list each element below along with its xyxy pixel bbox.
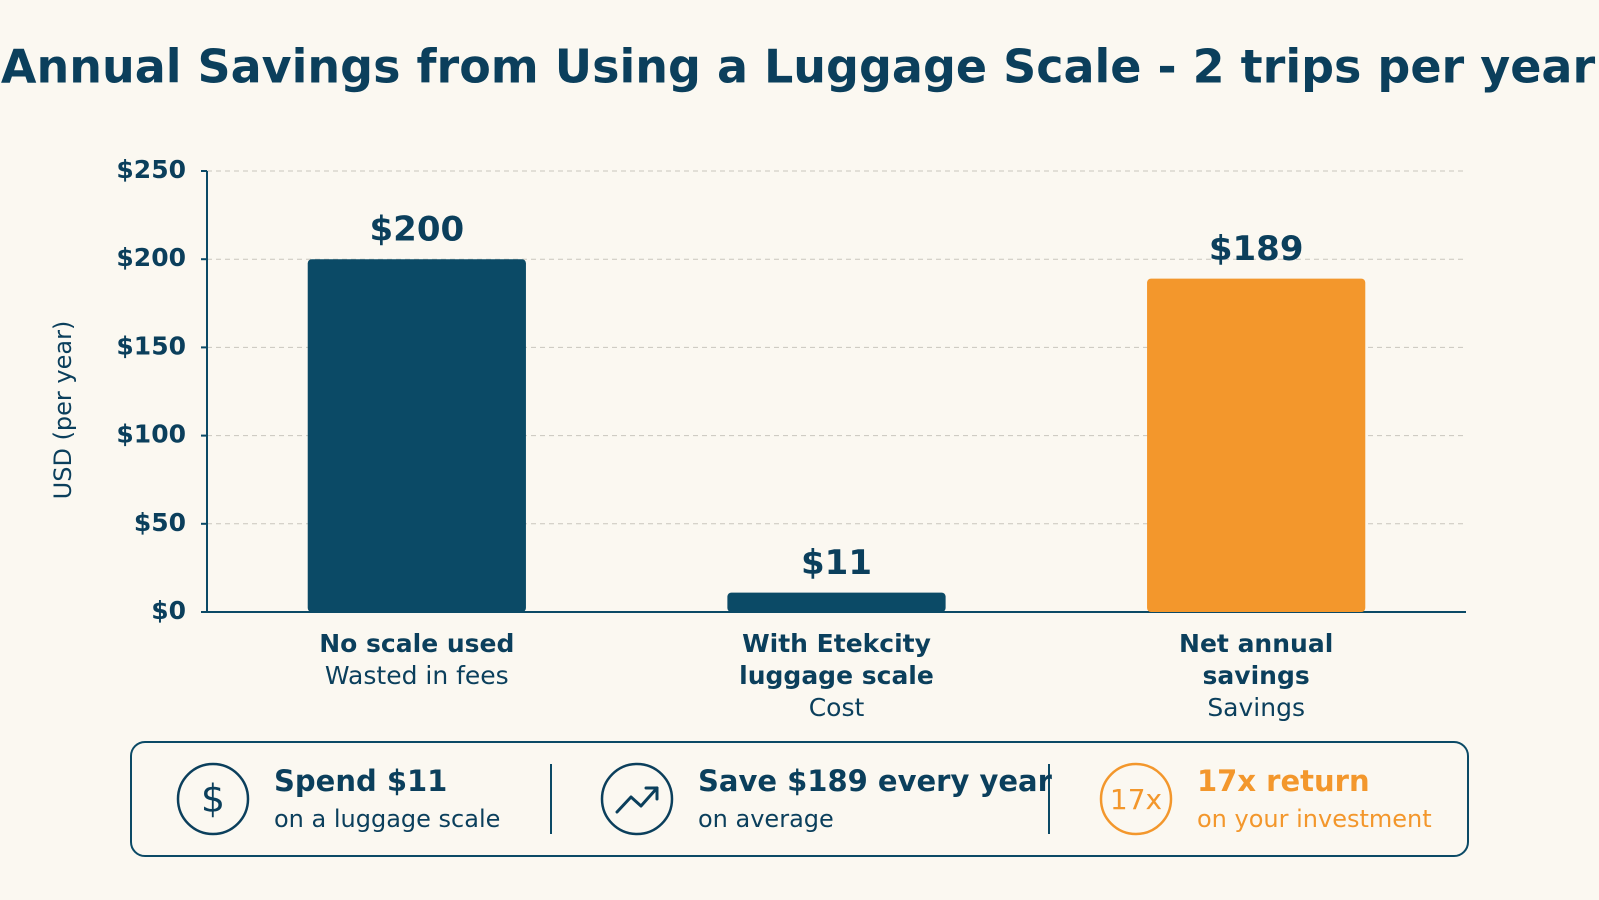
x-tick-label: Net annual savings Savings [1126, 628, 1386, 724]
y-tick-label: $250 [116, 155, 186, 184]
summary-subtitle: on average [698, 805, 834, 833]
icon-circle [1099, 762, 1173, 836]
category-note: Cost [808, 693, 865, 722]
category-name: Net annual savings [1179, 629, 1334, 690]
summary-subtitle: on a luggage scale [274, 805, 500, 833]
icon-circle [600, 762, 674, 836]
y-axis-label: USD (per year) [49, 321, 77, 500]
value-label: $11 [801, 543, 872, 583]
icon-text: 17x [1110, 783, 1162, 816]
category-name: With Etekcity luggage scale [739, 629, 934, 690]
y-tick-label: $150 [116, 331, 186, 360]
y-tick-label: $50 [134, 508, 186, 537]
bar [727, 592, 946, 612]
category-note: Wasted in fees [324, 661, 509, 690]
summary-title: Spend $11 [274, 764, 447, 798]
category-note: Savings [1207, 693, 1305, 722]
summary-subtitle: on your investment [1197, 805, 1432, 833]
bar [307, 259, 526, 612]
value-label: $200 [370, 210, 465, 250]
chart-title: Annual Savings from Using a Luggage Scal… [1, 40, 1596, 94]
y-tick-label: $100 [116, 420, 186, 449]
category-name: No scale used [319, 629, 515, 658]
icon-text: $ [201, 777, 225, 821]
summary-panel [130, 741, 1469, 857]
trend-arrow [644, 786, 659, 801]
summary-title: 17x return [1197, 764, 1370, 798]
x-tick-label: No scale used Wasted in fees [287, 628, 547, 692]
bar [1147, 278, 1366, 612]
y-tick-label: $0 [151, 596, 186, 625]
trend-icon [615, 786, 659, 814]
icon-circle [176, 762, 250, 836]
y-tick-label: $200 [116, 243, 186, 272]
value-label: $189 [1209, 229, 1304, 269]
x-tick-label: With Etekcity luggage scale Cost [707, 628, 967, 724]
summary-title: Save $189 every year [698, 764, 1053, 798]
